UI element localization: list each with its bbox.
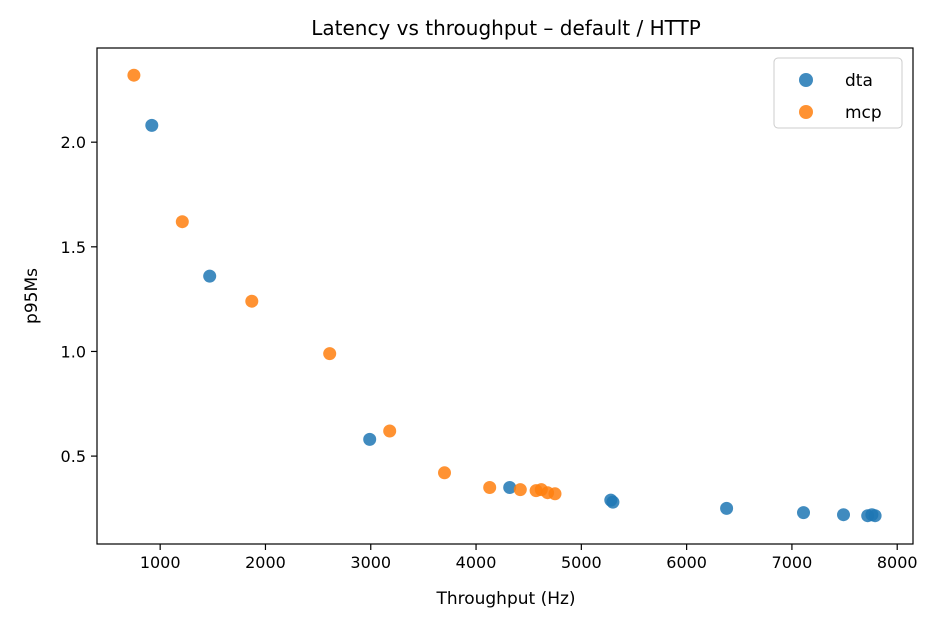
plot-marks bbox=[127, 68, 882, 523]
x-tick-label: 8000 bbox=[877, 553, 918, 572]
mcp-point-3 bbox=[323, 347, 337, 361]
mcp-point-1 bbox=[175, 215, 189, 229]
mcp-point-2 bbox=[245, 294, 259, 308]
dta-point-1 bbox=[203, 269, 217, 283]
legend-marker-dta bbox=[799, 73, 813, 87]
mcp-point-4 bbox=[383, 424, 397, 438]
dta-point-8 bbox=[837, 508, 850, 522]
mcp-point-5 bbox=[438, 466, 451, 480]
x-tick-label: 2000 bbox=[245, 553, 286, 572]
y-tick-label: 2.0 bbox=[61, 133, 86, 152]
dta-point-3 bbox=[503, 481, 517, 494]
mcp-point-7 bbox=[513, 483, 527, 497]
dta-point-7 bbox=[797, 506, 810, 520]
legend-box bbox=[773, 57, 903, 129]
legend-label-dta: dta bbox=[845, 71, 873, 91]
x-tick-label: 3000 bbox=[350, 553, 391, 572]
legend-label-mcp: mcp bbox=[845, 103, 882, 123]
x-tick-label: 4000 bbox=[456, 553, 497, 572]
x-tick-label: 6000 bbox=[666, 553, 707, 572]
x-axis-label: Throughput (Hz) bbox=[435, 589, 575, 609]
plot-frame bbox=[96, 47, 914, 545]
dta-point-0 bbox=[145, 118, 159, 132]
dta-point-6 bbox=[720, 501, 734, 515]
dta-point-2 bbox=[363, 432, 377, 446]
mcp-point-0 bbox=[127, 68, 141, 82]
chart-title: Latency vs throughput – default / HTTP bbox=[311, 16, 701, 40]
x-tick-label: 7000 bbox=[772, 553, 813, 572]
mcp-point-11 bbox=[548, 487, 562, 501]
legend: dta mcp bbox=[773, 57, 903, 129]
y-tick-label: 0.5 bbox=[61, 447, 86, 466]
y-axis-label: p95Ms bbox=[22, 268, 42, 324]
dta-point-5 bbox=[606, 495, 620, 509]
y-tick-label: 1.5 bbox=[61, 238, 86, 257]
legend-marker-mcp bbox=[799, 105, 813, 119]
axis-ticks: 1000 2000 3000 4000 5000 6000 7000 8000 0.5 1.0 1.… bbox=[61, 133, 918, 572]
y-tick-label: 1.0 bbox=[61, 342, 86, 361]
x-tick-label: 1000 bbox=[140, 553, 181, 572]
x-tick-label: 5000 bbox=[561, 553, 602, 572]
mcp-point-6 bbox=[483, 481, 497, 494]
dta-point-11 bbox=[868, 509, 882, 523]
